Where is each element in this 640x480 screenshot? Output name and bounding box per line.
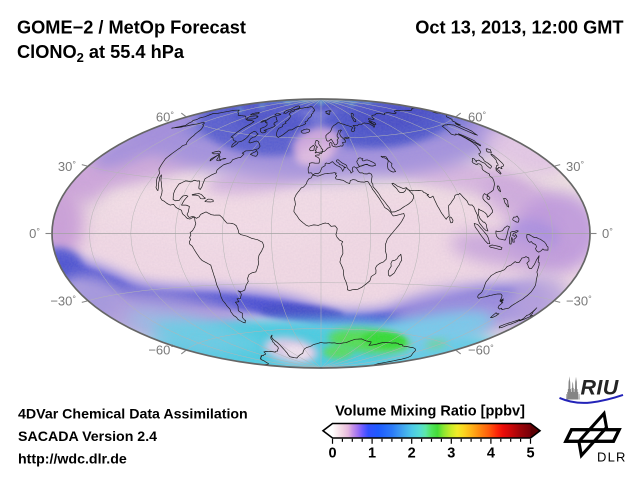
svg-text:0°: 0° [29,226,40,241]
svg-text:2: 2 [408,446,416,462]
svg-text:60°: 60° [468,110,486,125]
svg-text:http://wdc.dlr.de: http://wdc.dlr.de [18,452,127,468]
svg-text:30°: 30° [566,159,584,174]
svg-text:60°: 60° [156,110,174,125]
svg-text:0: 0 [328,446,336,462]
svg-text:−30°: −30° [50,293,76,308]
svg-text:−30°: −30° [566,293,592,308]
svg-text:RIU: RIU [581,375,619,399]
svg-text:0°: 0° [602,226,613,241]
svg-text:4DVar Chemical Data Assimilati: 4DVar Chemical Data Assimilation [18,407,248,423]
svg-text:1: 1 [368,446,376,462]
svg-text:5: 5 [526,446,534,462]
svg-text:30°: 30° [58,159,76,174]
svg-text:Oct 13, 2013, 12:00 GMT: Oct 13, 2013, 12:00 GMT [415,18,623,38]
svg-text:SACADA Version 2.4: SACADA Version 2.4 [18,429,157,445]
svg-text:3: 3 [447,446,455,462]
svg-text:DLR: DLR [597,450,627,465]
svg-text:GOME−2 / MetOp Forecast: GOME−2 / MetOp Forecast [17,18,246,38]
svg-text:4: 4 [487,446,495,462]
svg-text:−60°: −60° [468,343,494,358]
svg-text:ClONO2 at 55.4 hPa: ClONO2 at 55.4 hPa [17,42,185,65]
svg-text:Volume Mixing Ratio [ppbv]: Volume Mixing Ratio [ppbv] [335,404,525,420]
svg-text:−60°: −60° [148,343,174,358]
